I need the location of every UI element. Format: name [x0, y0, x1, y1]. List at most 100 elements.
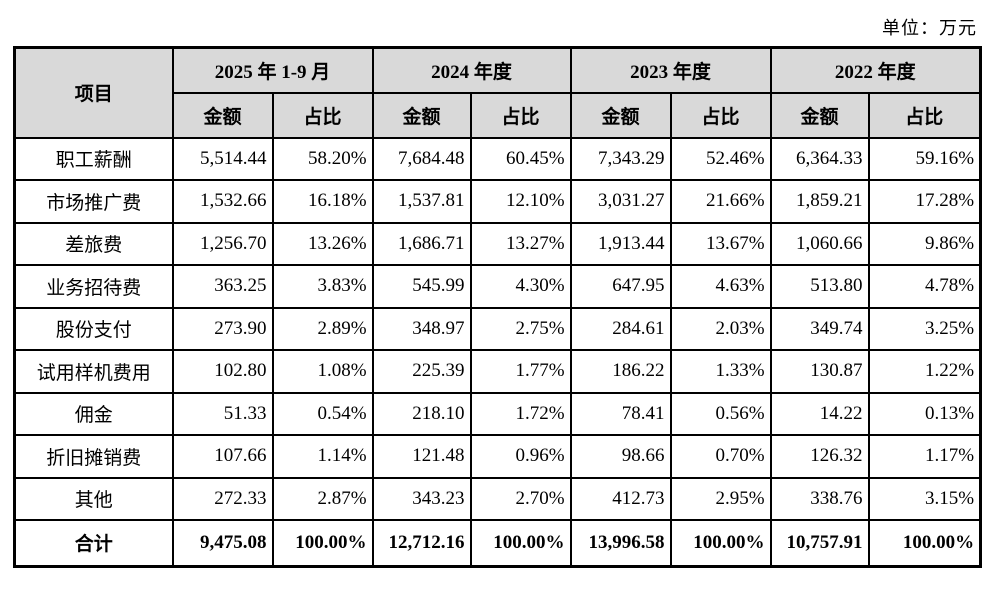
value-cell: 3,031.27	[569, 179, 672, 224]
value-cell: 513.80	[769, 264, 870, 309]
table-row: 折旧摊销费 107.66 1.14% 121.48 0.96% 98.66 0.70% 126…	[13, 434, 982, 479]
value-cell: 13,996.58	[569, 519, 672, 567]
header-row-periods: 项目 2025 年 1-9 月 2024 年度 2023 年度 2022 年度	[13, 46, 982, 139]
ratio-header-2024: 占比	[469, 91, 572, 139]
value-cell: 1.14%	[271, 434, 374, 479]
value-cell: 4.30%	[469, 264, 572, 309]
period-header-2022: 2022 年度	[769, 46, 982, 94]
header-row-subcolumns: 金额 占比 金额 占比 金额 占比 金额 占比	[15, 91, 982, 139]
period-header-2025: 2025 年 1-9 月	[171, 46, 374, 94]
value-cell: 78.41	[569, 391, 672, 436]
value-cell: 3.25%	[867, 306, 982, 351]
table-body: 职工薪酬 5,514.44 58.20% 7,684.48 60.45% 7,343.29…	[13, 136, 982, 567]
value-cell: 343.23	[371, 476, 472, 521]
value-cell: 545.99	[371, 264, 472, 309]
value-cell: 98.66	[569, 434, 672, 479]
table-row: 佣金 51.33 0.54% 218.10 1.72% 78.41 0.56% 14.22 0.…	[13, 391, 982, 436]
expense-table: 项目 2025 年 1-9 月 2024 年度 2023 年度 2022 年度 …	[13, 46, 983, 568]
value-cell: 5,514.44	[171, 136, 274, 181]
value-cell: 100.00%	[271, 519, 374, 567]
value-cell: 647.95	[569, 264, 672, 309]
value-cell: 0.96%	[469, 434, 572, 479]
value-cell: 2.87%	[271, 476, 374, 521]
value-cell: 100.00%	[669, 519, 772, 567]
table-row: 股份支付 273.90 2.89% 348.97 2.75% 284.61 2.03% 349…	[13, 306, 982, 351]
value-cell: 1.33%	[669, 349, 772, 394]
value-cell: 1,537.81	[371, 179, 472, 224]
value-cell: 348.97	[371, 306, 472, 351]
amount-header-2022: 金额	[769, 91, 870, 139]
value-cell: 225.39	[371, 349, 472, 394]
value-cell: 9.86%	[867, 221, 982, 266]
value-cell: 1.22%	[867, 349, 982, 394]
value-cell: 12,712.16	[371, 519, 472, 567]
table-row: 试用样机费用 102.80 1.08% 225.39 1.77% 186.22 1.33% 1…	[13, 349, 982, 394]
item-cell: 其他	[13, 476, 174, 521]
value-cell: 58.20%	[271, 136, 374, 181]
value-cell: 52.46%	[669, 136, 772, 181]
value-cell: 218.10	[371, 391, 472, 436]
value-cell: 1.72%	[469, 391, 572, 436]
table-row: 业务招待费 363.25 3.83% 545.99 4.30% 647.95 4.63% 51…	[13, 264, 982, 309]
value-cell: 186.22	[569, 349, 672, 394]
value-cell: 3.15%	[867, 476, 982, 521]
ratio-header-2023: 占比	[669, 91, 772, 139]
table-header: 项目 2025 年 1-9 月 2024 年度 2023 年度 2022 年度 …	[13, 46, 982, 139]
value-cell: 10,757.91	[769, 519, 870, 567]
value-cell: 7,684.48	[371, 136, 472, 181]
item-cell: 差旅费	[13, 221, 174, 266]
value-cell: 14.22	[769, 391, 870, 436]
value-cell: 2.95%	[669, 476, 772, 521]
value-cell: 1.77%	[469, 349, 572, 394]
value-cell: 121.48	[371, 434, 472, 479]
value-cell: 60.45%	[469, 136, 572, 181]
value-cell: 16.18%	[271, 179, 374, 224]
value-cell: 412.73	[569, 476, 672, 521]
item-cell: 股份支付	[13, 306, 174, 351]
table-row: 其他 272.33 2.87% 343.23 2.70% 412.73 2.95% 338.7…	[13, 476, 982, 521]
value-cell: 3.83%	[271, 264, 374, 309]
value-cell: 100.00%	[867, 519, 982, 567]
value-cell: 273.90	[171, 306, 274, 351]
value-cell: 0.56%	[669, 391, 772, 436]
value-cell: 102.80	[171, 349, 274, 394]
value-cell: 2.70%	[469, 476, 572, 521]
table-row: 职工薪酬 5,514.44 58.20% 7,684.48 60.45% 7,343.29…	[13, 136, 982, 181]
value-cell: 13.67%	[669, 221, 772, 266]
value-cell: 6,364.33	[769, 136, 870, 181]
total-row: 合计 9,475.08 100.00% 12,712.16 100.00% 13,996.…	[13, 519, 982, 567]
unit-label: 单位：万元	[882, 18, 977, 38]
value-cell: 0.70%	[669, 434, 772, 479]
value-cell: 4.63%	[669, 264, 772, 309]
value-cell: 0.54%	[271, 391, 374, 436]
amount-header-2023: 金额	[569, 91, 672, 139]
value-cell: 126.32	[769, 434, 870, 479]
value-cell: 1,913.44	[569, 221, 672, 266]
value-cell: 363.25	[171, 264, 274, 309]
ratio-header-2022: 占比	[867, 91, 982, 139]
item-cell: 业务招待费	[13, 264, 174, 309]
value-cell: 1,532.66	[171, 179, 274, 224]
value-cell: 4.78%	[867, 264, 982, 309]
value-cell: 1.08%	[271, 349, 374, 394]
amount-header-2024: 金额	[371, 91, 472, 139]
item-cell: 折旧摊销费	[13, 434, 174, 479]
value-cell: 9,475.08	[171, 519, 274, 567]
value-cell: 272.33	[171, 476, 274, 521]
value-cell: 130.87	[769, 349, 870, 394]
value-cell: 2.89%	[271, 306, 374, 351]
value-cell: 284.61	[569, 306, 672, 351]
period-header-2023: 2023 年度	[569, 46, 772, 94]
value-cell: 21.66%	[669, 179, 772, 224]
total-label-cell: 合计	[13, 519, 174, 567]
table-row: 差旅费 1,256.70 13.26% 1,686.71 13.27% 1,913.44 1…	[13, 221, 982, 266]
item-cell: 职工薪酬	[13, 136, 174, 181]
value-cell: 2.03%	[669, 306, 772, 351]
item-column-header: 项目	[13, 46, 174, 139]
value-cell: 2.75%	[469, 306, 572, 351]
value-cell: 1.17%	[867, 434, 982, 479]
value-cell: 13.26%	[271, 221, 374, 266]
value-cell: 12.10%	[469, 179, 572, 224]
item-cell: 试用样机费用	[13, 349, 174, 394]
